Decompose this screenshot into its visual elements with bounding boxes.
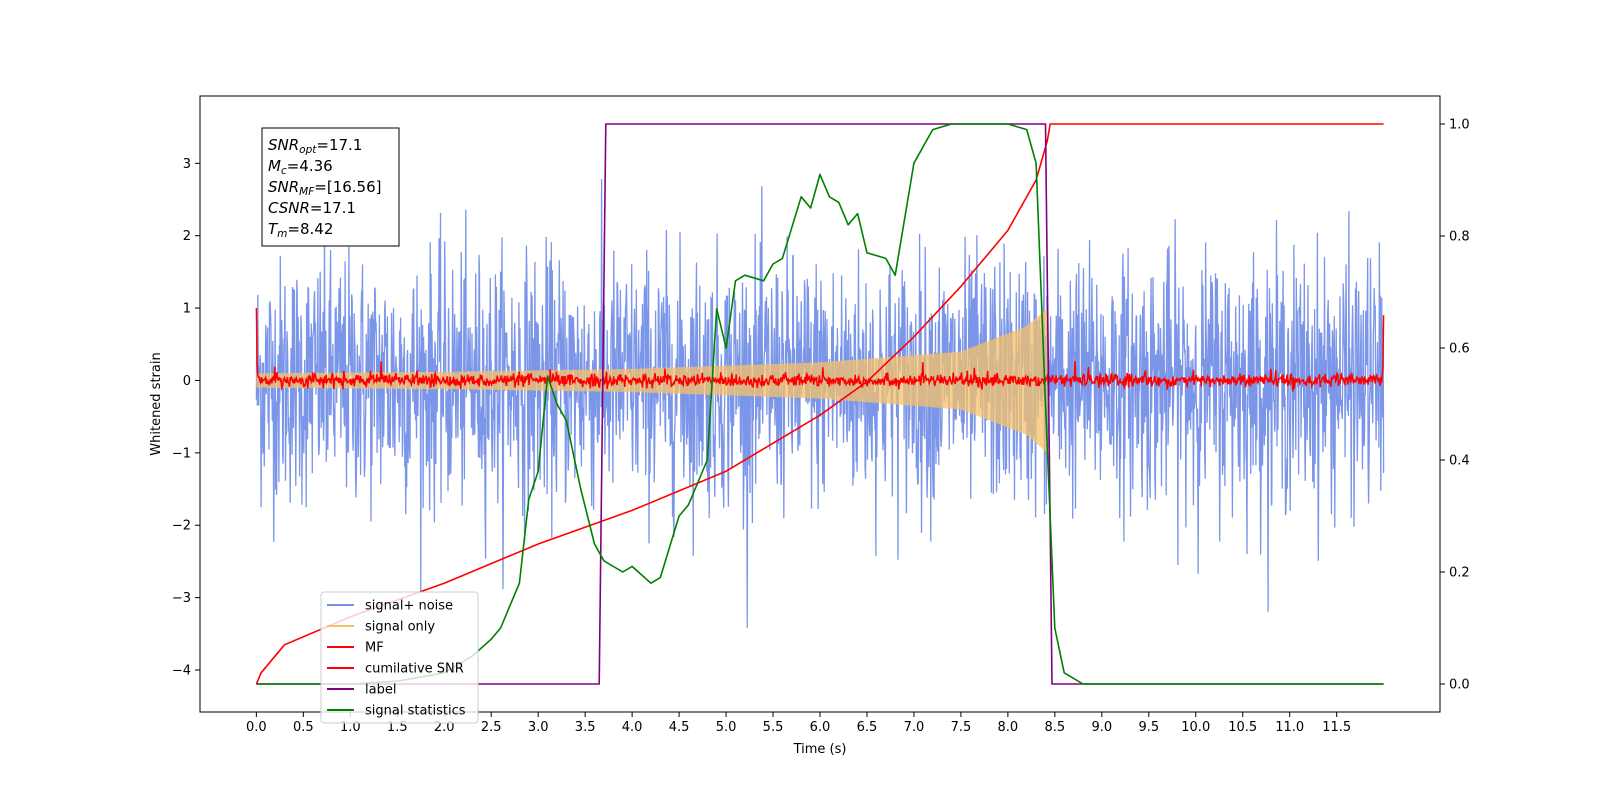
y2-tick-label: 0.2 [1449,566,1470,581]
x-tick-label: 5.5 [763,720,784,735]
y-tick-label: −1 [172,446,191,461]
legend-label: signal statistics [365,704,466,719]
x-tick-label: 7.5 [951,720,972,735]
annotation-line: CSNR=17.1 [268,199,356,217]
x-tick-label: 3.0 [528,720,549,735]
annotation-line: SNRopt=17.1 [268,136,362,156]
y-tick-label: −2 [172,519,191,534]
y2-tick-label: 0.8 [1449,230,1470,245]
x-tick-label: 3.5 [575,720,596,735]
x-tick-label: 7.0 [904,720,925,735]
x-tick-label: 6.0 [810,720,831,735]
y2-tick-label: 0.6 [1449,342,1470,357]
annotation-line: Mc=4.36 [268,157,333,177]
x-axis-label: Time (s) [793,742,847,757]
y2-tick-label: 0.4 [1449,454,1470,469]
y-tick-label: 2 [183,229,191,244]
y-axis-right: 1.0 0.8 0.6 0.4 0.2 0.0 [1440,118,1470,693]
y-tick-label: 3 [183,157,191,172]
legend-frame [320,591,479,724]
x-tick-label: 0.0 [246,720,267,735]
x-tick-label: 4.0 [622,720,643,735]
x-tick-label: 9.0 [1091,720,1112,735]
x-axis: 0.0 0.5 1.0 1.5 2.0 2.5 3.0 3.5 4.0 4.5 5.0 5.5 6.0 6… [246,712,1351,735]
y-tick-label: −3 [172,591,191,606]
x-tick-label: 8.5 [1045,720,1066,735]
x-tick-label: 9.5 [1138,720,1159,735]
y-axis-left: 3 2 1 0 −1 −2 −3 −4 [172,157,200,679]
legend-label: MF [365,641,384,656]
annotation-line: Tm=8.42 [268,220,333,240]
x-tick-label: 1.5 [387,720,408,735]
x-tick-label: 2.5 [481,720,502,735]
legend-label: signal only [365,620,435,635]
y2-tick-label: 1.0 [1449,118,1470,133]
x-tick-label: 8.0 [998,720,1019,735]
x-tick-label: 6.5 [857,720,878,735]
legend-label: cumilative SNR [365,662,464,677]
annotation-line: SNRMF=[16.56] [268,178,382,198]
legend-label: label [365,683,396,698]
x-tick-label: 10.0 [1181,720,1210,735]
annotation-box: SNRopt=17.1Mc=4.36SNRMF=[16.56]CSNR=17.1… [261,127,400,247]
legend-label: signal+ noise [365,599,453,614]
y-axis-label: Whitened strain [149,352,164,455]
series-mf [255,308,1385,392]
series-signal-statistics [256,123,1384,685]
y-tick-label: 0 [183,374,191,389]
y2-tick-label: 0.0 [1449,678,1470,693]
x-tick-label: 5.0 [716,720,737,735]
x-tick-label: 11.5 [1322,720,1351,735]
x-tick-label: 10.5 [1228,720,1257,735]
y-tick-label: 1 [183,302,191,317]
plot-area [255,123,1385,685]
x-tick-label: 1.0 [340,720,361,735]
x-tick-label: 4.5 [669,720,690,735]
x-tick-label: 0.5 [293,720,314,735]
annotation-frame [261,127,400,247]
x-tick-label: 11.0 [1275,720,1304,735]
x-tick-label: 2.0 [434,720,455,735]
y-tick-label: −4 [172,664,191,679]
legend: signal+ noise signal only MF cumilative SNR… [320,591,479,724]
